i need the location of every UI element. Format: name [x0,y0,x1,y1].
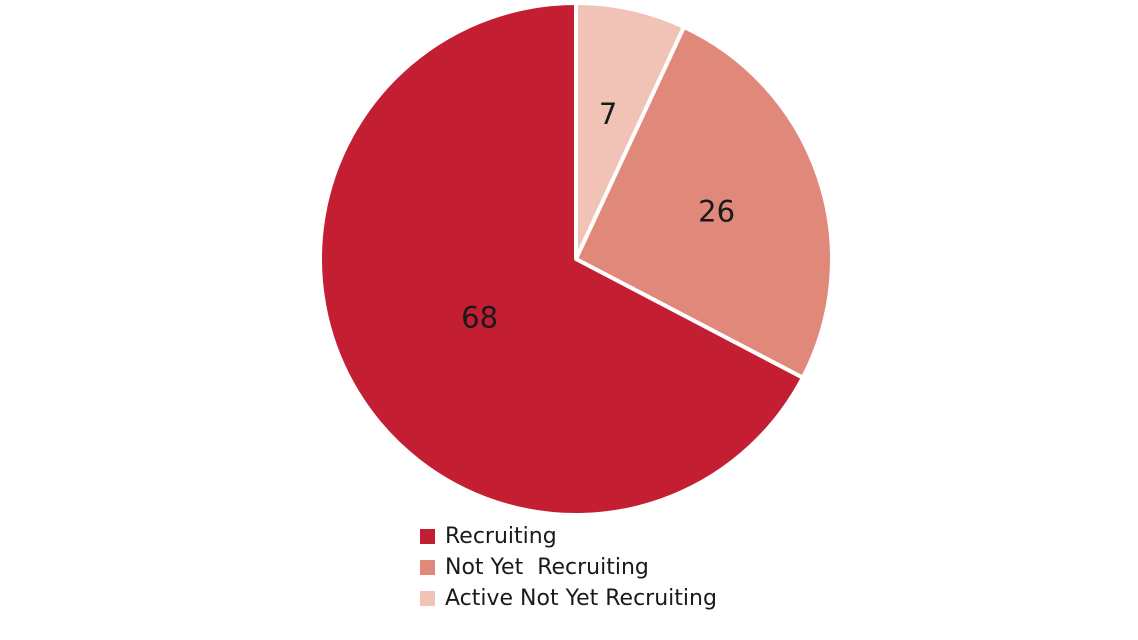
pie-data-labels: 7 26 68 [461,97,735,334]
data-label-recruiting: 68 [461,300,498,334]
slice-not-yet-recruiting [574,24,834,380]
pie-slices [318,1,834,517]
legend-item-recruiting: Recruiting [420,521,717,552]
legend-label-recruiting: Recruiting [445,523,557,549]
data-label-not-yet-recruiting: 26 [698,194,735,228]
legend-swatch-not-yet-recruiting [420,560,435,575]
legend-item-not-yet-recruiting: Not Yet Recruiting [420,552,717,583]
legend-label-active-not-yet-recruiting: Active Not Yet Recruiting [445,585,717,611]
legend-label-not-yet-recruiting: Not Yet Recruiting [445,554,649,580]
chart-legend: Recruiting Not Yet Recruiting Active Not… [420,521,717,614]
legend-item-active-not-yet-recruiting: Active Not Yet Recruiting [420,583,717,614]
slice-recruiting [318,1,805,517]
legend-swatch-active-not-yet-recruiting [420,591,435,606]
slice-active-not-yet-recruiting [574,1,686,261]
data-label-active-not-yet-recruiting: 7 [599,97,617,131]
legend-swatch-recruiting [420,529,435,544]
